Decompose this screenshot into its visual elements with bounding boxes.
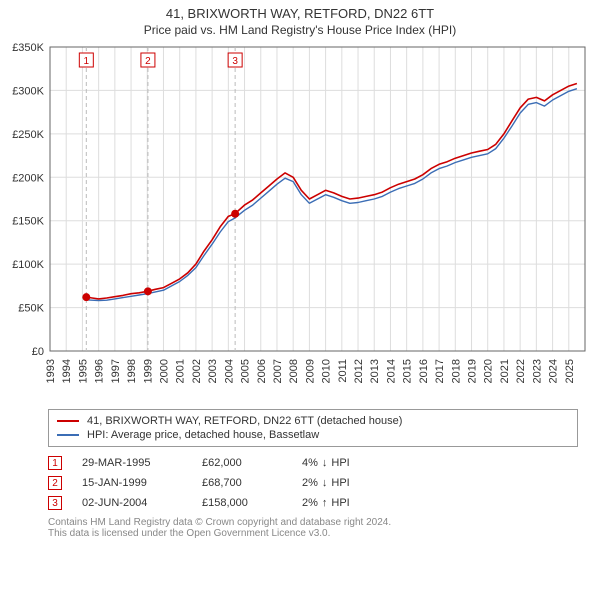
legend-label: 41, BRIXWORTH WAY, RETFORD, DN22 6TT (de… [87, 415, 402, 427]
page-title: 41, BRIXWORTH WAY, RETFORD, DN22 6TT [0, 0, 600, 21]
x-tick-label: 1996 [94, 359, 106, 383]
event-price: £68,700 [202, 477, 282, 489]
x-tick-label: 2018 [450, 359, 462, 383]
event-date: 29-MAR-1995 [82, 457, 182, 469]
arrow-up-icon: ↑ [322, 497, 328, 509]
sale-marker-num: 3 [232, 56, 238, 67]
page-subtitle: Price paid vs. HM Land Registry's House … [0, 21, 600, 41]
x-tick-label: 2005 [240, 359, 252, 383]
event-row: 2 15-JAN-1999 £68,700 2% ↓HPI [48, 473, 578, 493]
sale-marker-num: 1 [84, 56, 90, 67]
footer-line-1: Contains HM Land Registry data © Crown c… [48, 517, 578, 528]
y-tick-label: £200K [12, 172, 44, 184]
x-tick-label: 2008 [288, 359, 300, 383]
event-date: 02-JUN-2004 [82, 497, 182, 509]
legend-swatch [57, 434, 79, 436]
x-tick-label: 2015 [402, 359, 414, 383]
event-marker: 2 [48, 476, 62, 490]
x-tick-label: 2011 [337, 359, 349, 383]
x-tick-label: 2001 [175, 359, 187, 383]
event-diff: 2% ↓HPI [302, 477, 392, 489]
attribution-footer: Contains HM Land Registry data © Crown c… [48, 517, 578, 539]
x-tick-label: 2016 [418, 359, 430, 383]
x-tick-label: 2006 [256, 359, 268, 383]
x-tick-label: 2013 [369, 359, 381, 383]
y-tick-label: £250K [12, 129, 44, 141]
x-tick-label: 2025 [564, 359, 576, 383]
x-tick-label: 2004 [223, 359, 235, 383]
x-tick-label: 2010 [321, 359, 333, 383]
event-row: 1 29-MAR-1995 £62,000 4% ↓HPI [48, 453, 578, 473]
x-tick-label: 1999 [142, 359, 154, 383]
event-diff-suffix: HPI [331, 477, 349, 489]
arrow-down-icon: ↓ [322, 457, 328, 469]
event-row: 3 02-JUN-2004 £158,000 2% ↑HPI [48, 493, 578, 513]
footer-line-2: This data is licensed under the Open Gov… [48, 528, 578, 539]
x-tick-label: 2024 [548, 359, 560, 383]
legend-swatch [57, 420, 79, 422]
event-price: £62,000 [202, 457, 282, 469]
y-tick-label: £150K [12, 216, 44, 228]
event-price: £158,000 [202, 497, 282, 509]
x-tick-label: 2007 [272, 359, 284, 383]
event-marker: 3 [48, 496, 62, 510]
price-chart: £0 £50K £100K £150K £200K £250K £300K £350K 1993… [0, 41, 600, 401]
event-diff-pct: 2% [302, 477, 318, 489]
event-diff: 4% ↓HPI [302, 457, 392, 469]
sale-events: 129-MAR-1995£62,0004%↓HPI215-JAN-1999£68… [48, 453, 578, 513]
legend: 41, BRIXWORTH WAY, RETFORD, DN22 6TT (de… [48, 409, 578, 447]
x-tick-label: 2022 [515, 359, 527, 383]
x-tick-label: 2009 [304, 359, 316, 383]
y-tick-label: £50K [18, 303, 44, 315]
x-tick-label: 1998 [126, 359, 138, 383]
x-tick-label: 2023 [531, 359, 543, 383]
x-tick-label: 2012 [353, 359, 365, 383]
x-tick-label: 2017 [434, 359, 446, 383]
y-tick-label: £350K [12, 42, 44, 54]
x-tick-label: 2002 [191, 359, 203, 383]
legend-label: HPI: Average price, detached house, Bass… [87, 429, 319, 441]
sale-dot [82, 293, 90, 301]
series-hpi [86, 89, 577, 301]
x-tick-label: 2000 [158, 359, 170, 383]
legend-row: 41, BRIXWORTH WAY, RETFORD, DN22 6TT (de… [57, 414, 569, 428]
x-tick-label: 2019 [467, 359, 479, 383]
event-date: 15-JAN-1999 [82, 477, 182, 489]
event-diff-pct: 2% [302, 497, 318, 509]
legend-row: HPI: Average price, detached house, Bass… [57, 428, 569, 442]
chart-svg: £0 £50K £100K £150K £200K £250K £300K £350K 1993… [0, 41, 600, 401]
series-prop [86, 84, 577, 299]
x-tick-label: 1995 [77, 359, 89, 383]
event-diff-suffix: HPI [331, 457, 349, 469]
x-tick-label: 2020 [483, 359, 495, 383]
x-tick-label: 2014 [385, 359, 397, 383]
sale-marker-num: 2 [145, 56, 151, 67]
event-diff: 2% ↑HPI [302, 497, 392, 509]
x-tick-label: 1993 [45, 359, 57, 383]
x-tick-label: 2003 [207, 359, 219, 383]
x-tick-label: 1994 [61, 359, 73, 383]
arrow-down-icon: ↓ [322, 477, 328, 489]
y-tick-label: £300K [12, 85, 44, 97]
y-tick-label: £0 [32, 346, 44, 358]
event-diff-suffix: HPI [331, 497, 349, 509]
y-tick-label: £100K [12, 259, 44, 271]
sale-dot [231, 210, 239, 218]
sale-dot [144, 287, 152, 295]
event-diff-pct: 4% [302, 457, 318, 469]
x-tick-label: 2021 [499, 359, 511, 383]
x-tick-label: 1997 [110, 359, 122, 383]
event-marker: 1 [48, 456, 62, 470]
